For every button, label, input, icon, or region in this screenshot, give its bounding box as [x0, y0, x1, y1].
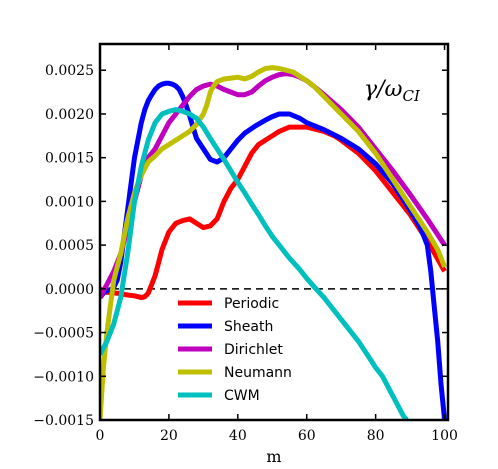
y-tick-label: 0.0020	[45, 107, 94, 123]
x-tick-label: 20	[160, 428, 178, 444]
y-tick-label: 0.0025	[45, 63, 94, 79]
x-axis: 0 20 40 60 80 100	[96, 44, 458, 444]
series-layer	[100, 65, 448, 420]
legend-label-neumann: Neumann	[224, 365, 292, 381]
y-tick-label: −0.0015	[33, 413, 94, 429]
y-tick-label: 0.0010	[45, 194, 94, 210]
legend: Periodic Sheath Dirichlet Neumann CWM	[178, 296, 292, 404]
series-line-cwm	[100, 107, 409, 420]
x-tick-label: 80	[367, 428, 385, 444]
legend-label-periodic: Periodic	[224, 296, 279, 312]
y-tick-label: 0.0005	[45, 238, 94, 254]
x-axis-label: m	[266, 447, 281, 466]
annotation-main: γ/ω	[364, 77, 403, 102]
annotation: γ/ωCI	[364, 77, 421, 105]
annotation-sub: CI	[403, 87, 421, 105]
plot-frame	[98, 42, 450, 422]
series-line-sheath	[100, 80, 448, 420]
plot-area	[100, 44, 448, 420]
y-tick-label: 0.0000	[45, 282, 94, 298]
y-tick-label: −0.0005	[33, 326, 94, 342]
x-tick-label: 0	[96, 428, 105, 444]
legend-label-cwm: CWM	[224, 388, 260, 404]
x-tick-label: 40	[229, 428, 247, 444]
y-tick-label: −0.0010	[33, 369, 94, 385]
x-tick-label: 100	[431, 428, 458, 444]
y-axis: −0.0015 −0.0010 −0.0005 0.0000 0.0005 0.0010 0…	[33, 63, 448, 429]
x-tick-label: 60	[298, 428, 316, 444]
legend-label-sheath: Sheath	[224, 319, 273, 335]
legend-label-dirichlet: Dirichlet	[224, 342, 283, 358]
y-tick-label: 0.0015	[45, 151, 94, 167]
